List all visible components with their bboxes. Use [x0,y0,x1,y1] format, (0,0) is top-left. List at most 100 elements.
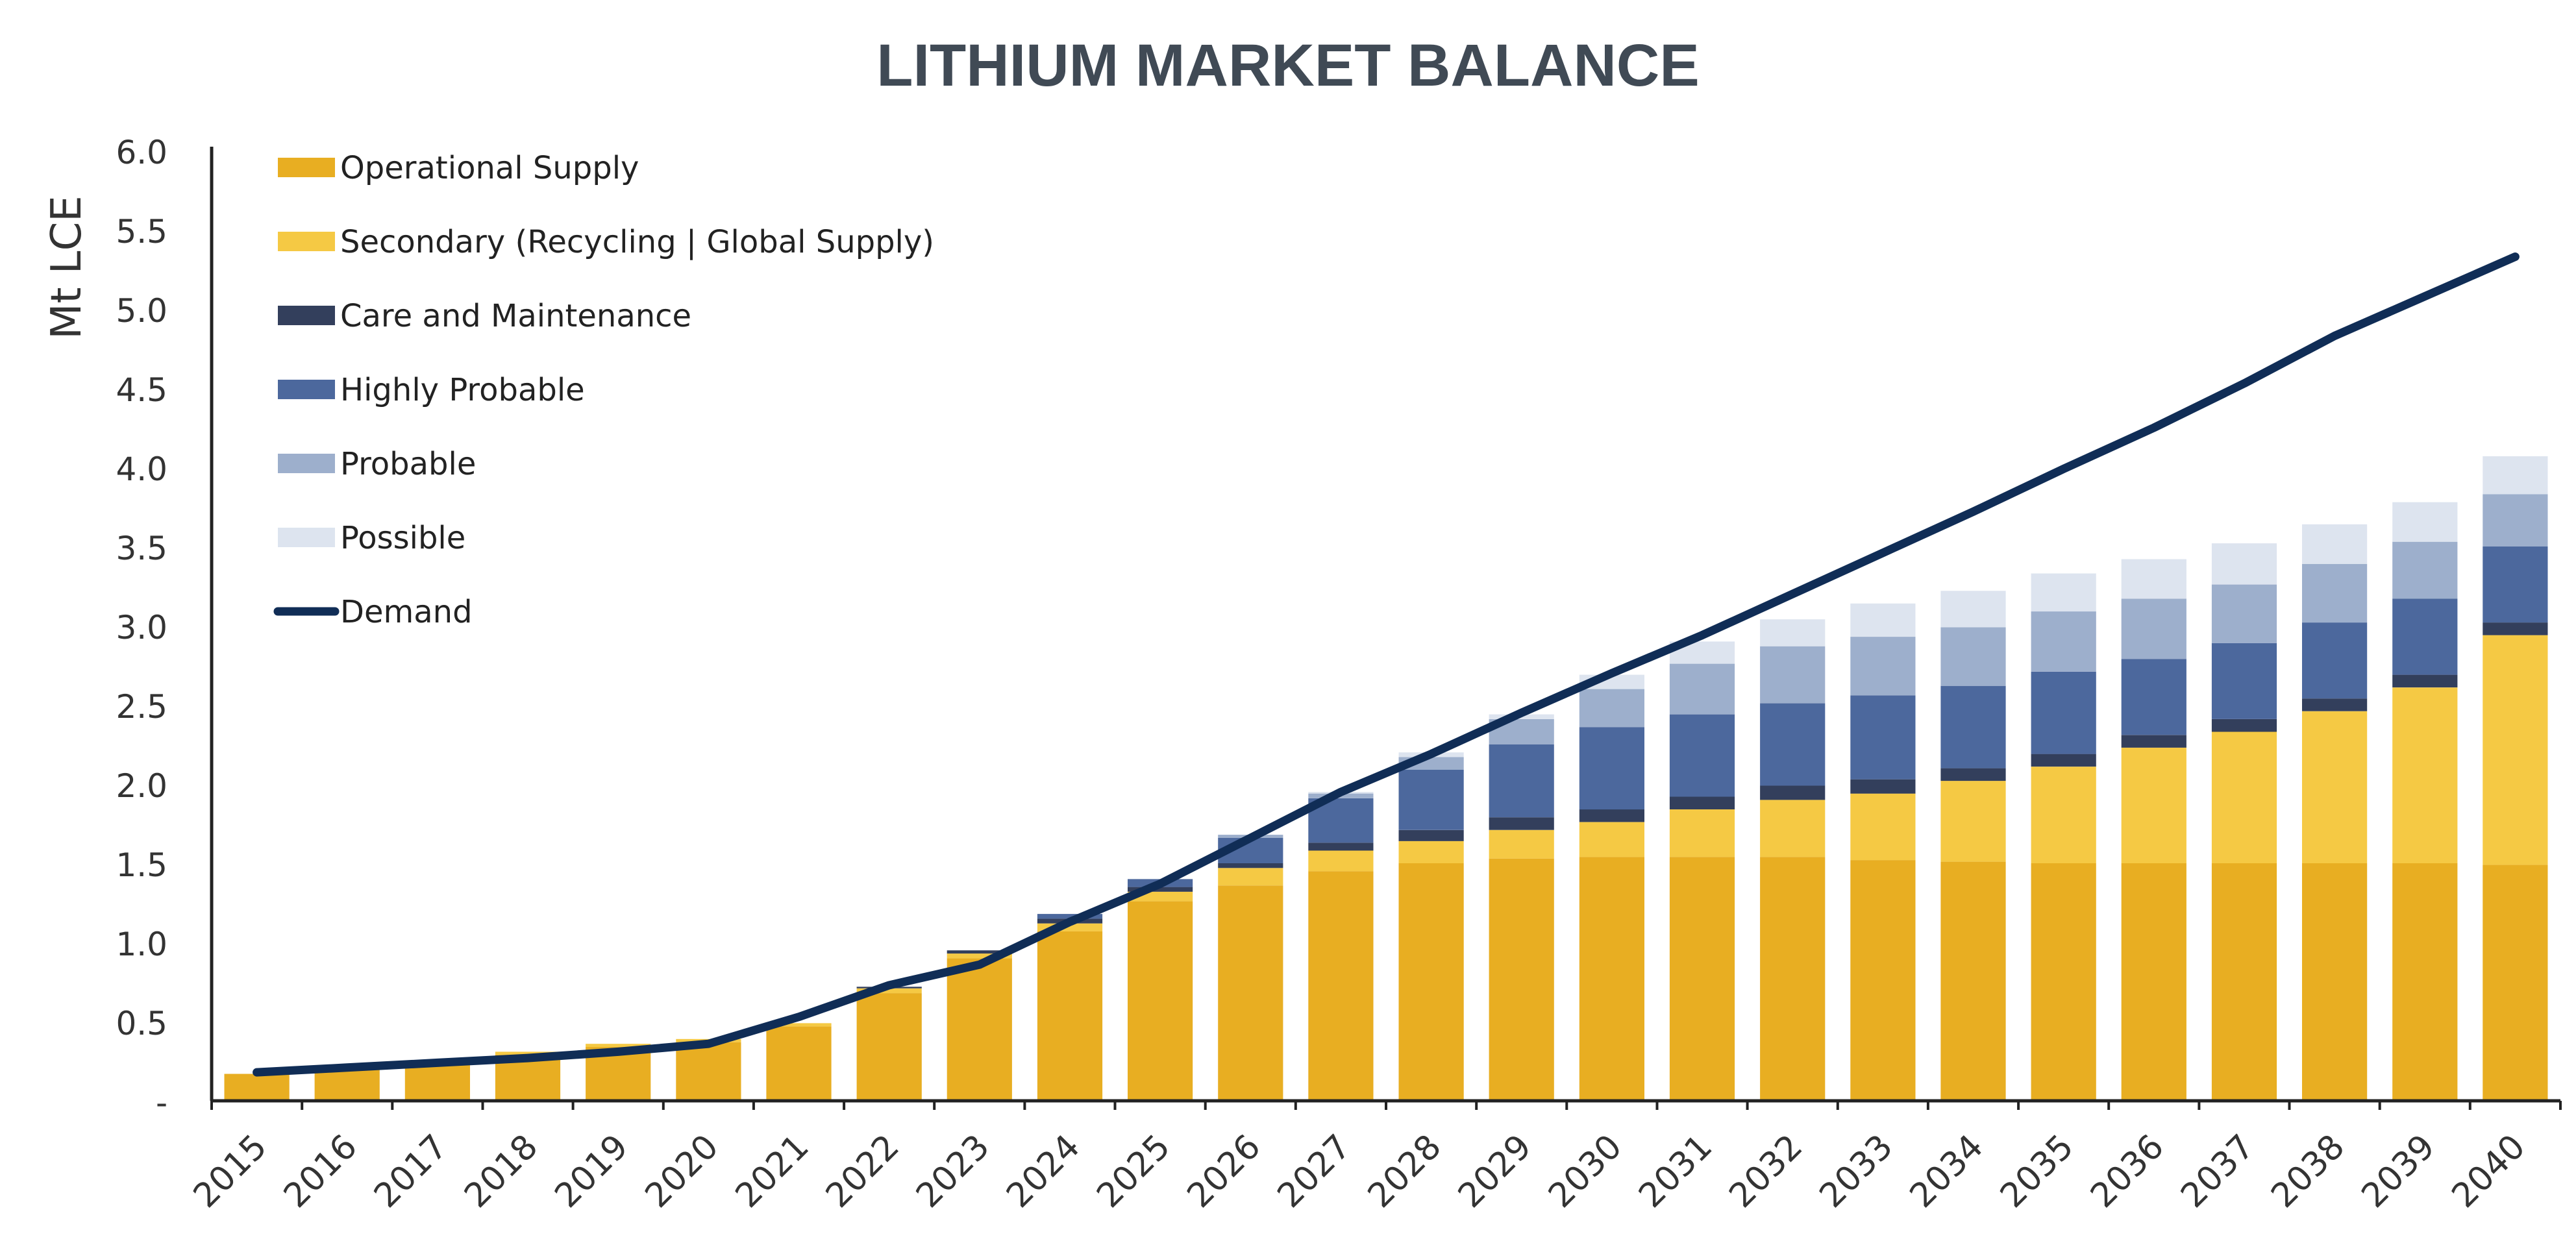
x-tick-label: 2034 [1903,1127,1991,1216]
demand-line-layer [253,252,2520,1077]
bar-secondary-recycling-global-supply-2023 [947,953,1012,959]
y-tick-label: 5.0 [116,292,167,330]
legend-swatch-care-and-maintenance [278,306,335,325]
bar-secondary-recycling-global-supply-2031 [1669,809,1735,857]
y-tick-label: 2.0 [116,767,167,805]
bar-probable-2031 [1669,663,1735,715]
bar-secondary-recycling-global-supply-2037 [2211,731,2277,863]
bar-highly-probable-2039 [2392,598,2458,675]
bar-operational-supply-2020 [676,1042,741,1101]
bar-operational-supply-2039 [2392,863,2458,1101]
bar-operational-supply-2021 [766,1026,832,1101]
x-tick-label: 2023 [909,1127,997,1216]
bar-care-and-maintenance-2034 [1940,768,2006,781]
legend: Operational Supply Secondary (Recycling |… [273,150,934,630]
bar-probable-2035 [2031,611,2096,672]
x-tick-label: 2038 [2264,1127,2352,1216]
x-tick-label: 2027 [1270,1127,1359,1216]
bar-operational-supply-2026 [1218,885,1283,1101]
bar-secondary-recycling-global-supply-2018 [495,1051,561,1055]
bar-operational-supply-2027 [1308,871,1374,1101]
bar-secondary-recycling-global-supply-2026 [1218,868,1283,886]
bar-secondary-recycling-global-supply-2027 [1308,850,1374,872]
bar-probable-2039 [2392,541,2458,599]
bar-care-and-maintenance-2025 [1128,887,1193,892]
y-tick-label: 3.0 [116,609,167,646]
bar-care-and-maintenance-2038 [2302,698,2368,711]
bar-highly-probable-2024 [1037,914,1103,919]
bar-operational-supply-2016 [314,1069,380,1101]
bar-highly-probable-2040 [2483,547,2548,623]
x-tick-label: 2035 [1993,1127,2081,1216]
x-tick-label: 2016 [277,1127,365,1216]
y-tick-label: 6.0 [116,134,167,171]
bar-probable-2036 [2121,598,2186,659]
bar-secondary-recycling-global-supply-2038 [2302,711,2368,863]
bar-secondary-recycling-global-supply-2039 [2392,687,2458,863]
x-tick-label: 2036 [2083,1127,2172,1216]
bar-probable-2030 [1579,689,1644,728]
bar-secondary-recycling-global-supply-2030 [1579,822,1644,857]
bar-care-and-maintenance-2039 [2392,674,2458,688]
bar-probable-2037 [2211,584,2277,643]
bar-possible-2035 [2031,573,2096,612]
bar-operational-supply-2022 [856,993,922,1101]
bar-care-and-maintenance-2032 [1760,785,1826,800]
y-tick-label: 4.5 [116,371,167,409]
bar-care-and-maintenance-2036 [2121,735,2186,748]
x-tick-label: 2039 [2354,1127,2442,1216]
bar-secondary-recycling-global-supply-2021 [766,1023,832,1027]
bar-highly-probable-2032 [1760,703,1826,786]
x-tick-label: 2040 [2445,1127,2533,1216]
bar-highly-probable-2038 [2302,622,2368,699]
bar-highly-probable-2035 [2031,671,2096,754]
legend-swatch-possible [278,528,335,547]
bar-possible-2040 [2483,456,2548,495]
bar-possible-2039 [2392,502,2458,542]
x-tick-label: 2020 [638,1127,726,1216]
bar-operational-supply-2034 [1940,861,2006,1101]
bar-secondary-recycling-global-supply-2019 [586,1044,651,1048]
bar-care-and-maintenance-2023 [947,950,1012,954]
bar-operational-supply-2040 [2483,865,2548,1101]
bar-care-and-maintenance-2031 [1669,796,1735,809]
legend-label-secondary-recycling-global-supply: Secondary (Recycling | Global Supply) [340,224,934,260]
bar-highly-probable-2036 [2121,659,2186,735]
y-tick-label: 5.5 [116,213,167,251]
bar-secondary-recycling-global-supply-2028 [1398,841,1464,863]
line-demand [253,252,2520,1077]
x-tick-label: 2030 [1541,1127,1629,1216]
y-tick-label: 4.0 [116,450,167,488]
bar-secondary-recycling-global-supply-2029 [1489,829,1554,859]
legend-label-possible: Possible [340,520,465,556]
x-tick-label: 2021 [728,1127,817,1216]
x-tick-label: 2029 [1451,1127,1539,1216]
x-tick-label: 2025 [1089,1127,1178,1216]
x-tick-label: 2026 [1180,1127,1268,1216]
bar-operational-supply-2035 [2031,863,2096,1101]
y-axis-label: Mt LCE [43,195,91,339]
legend-label-operational-supply: Operational Supply [340,150,639,186]
legend-label-probable: Probable [340,446,476,482]
bar-operational-supply-2015 [224,1074,290,1101]
legend-label-highly-probable: Highly Probable [340,372,585,408]
bar-highly-probable-2037 [2211,643,2277,719]
bar-possible-2034 [1940,591,2006,628]
bar-operational-supply-2025 [1128,901,1193,1101]
bar-possible-2032 [1760,619,1826,646]
x-tick-label: 2019 [547,1127,636,1216]
bar-highly-probable-2033 [1850,695,1916,780]
bar-operational-supply-2030 [1579,857,1644,1101]
bar-operational-supply-2037 [2211,863,2277,1101]
bar-highly-probable-2028 [1398,770,1464,830]
bar-highly-probable-2029 [1489,744,1554,818]
legend-swatch-operational-supply [278,158,335,177]
x-tick-label: 2031 [1631,1127,1720,1216]
bar-secondary-recycling-global-supply-2035 [2031,767,2096,863]
bar-care-and-maintenance-2037 [2211,719,2277,732]
bar-care-and-maintenance-2028 [1398,829,1464,841]
x-tick-label: 2028 [1361,1127,1449,1216]
bar-secondary-recycling-global-supply-2036 [2121,747,2186,863]
bar-secondary-recycling-global-supply-2040 [2483,635,2548,865]
legend-label-care-and-maintenance: Care and Maintenance [340,298,691,334]
